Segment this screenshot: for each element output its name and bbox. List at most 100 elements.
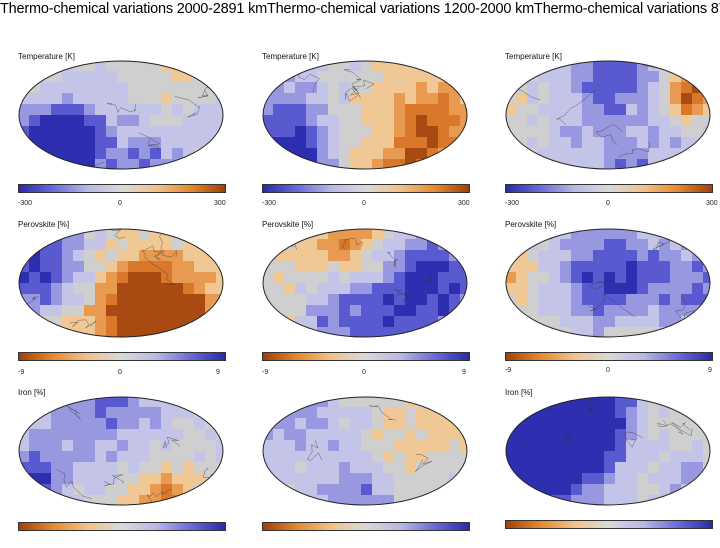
field-cell bbox=[19, 82, 30, 94]
field-cell bbox=[350, 429, 362, 441]
field-cell bbox=[516, 327, 528, 337]
field-cell bbox=[295, 440, 307, 452]
field-cell bbox=[659, 327, 671, 337]
field-cell bbox=[538, 305, 550, 317]
field-cell bbox=[183, 484, 195, 496]
field-cell bbox=[506, 495, 517, 505]
field-cell bbox=[582, 148, 594, 160]
field-cell bbox=[648, 429, 660, 441]
field-cell bbox=[306, 429, 318, 441]
field-cell bbox=[648, 283, 660, 295]
field-cell bbox=[51, 397, 63, 408]
field-cell bbox=[692, 239, 704, 251]
field-cell bbox=[637, 462, 649, 474]
field-cell bbox=[161, 294, 173, 306]
field-cell bbox=[172, 407, 184, 419]
field-cell bbox=[626, 473, 638, 485]
field-cell bbox=[62, 104, 74, 116]
field-cell bbox=[73, 104, 85, 116]
field-cell bbox=[670, 261, 682, 273]
field-cell bbox=[549, 261, 561, 273]
field-cell bbox=[648, 462, 660, 474]
field-cell bbox=[117, 451, 129, 463]
field-cell bbox=[449, 104, 461, 116]
field-cell bbox=[659, 159, 671, 169]
field-cell bbox=[216, 61, 223, 72]
field-cell bbox=[506, 239, 517, 251]
field-cell bbox=[317, 316, 329, 328]
field-cell bbox=[681, 272, 693, 284]
field-cell bbox=[438, 137, 450, 149]
field-cell bbox=[648, 137, 660, 149]
field-cell bbox=[306, 148, 318, 160]
field-cell bbox=[29, 418, 41, 430]
field-cell bbox=[692, 229, 704, 240]
field-cell bbox=[128, 327, 140, 337]
field-cell bbox=[506, 115, 517, 127]
field-cell bbox=[648, 484, 660, 496]
field-cell bbox=[62, 71, 74, 83]
field-cell bbox=[150, 418, 162, 430]
field-cell bbox=[615, 239, 627, 251]
field-cell bbox=[604, 159, 616, 169]
field-cell bbox=[427, 397, 439, 408]
field-cell bbox=[339, 104, 351, 116]
field-cell bbox=[62, 294, 74, 306]
coastline bbox=[654, 229, 693, 236]
field-cell bbox=[194, 261, 206, 273]
field-cell bbox=[527, 61, 539, 72]
field-cell bbox=[339, 305, 351, 317]
field-cell bbox=[128, 93, 140, 105]
field-cell bbox=[295, 418, 307, 430]
field-cell bbox=[438, 229, 450, 240]
field-cell bbox=[506, 451, 517, 463]
field-cell bbox=[183, 407, 195, 419]
field-cell bbox=[394, 327, 406, 337]
field-cell bbox=[194, 250, 206, 262]
field-cell bbox=[648, 115, 660, 127]
tick-zero: 0 bbox=[362, 200, 366, 207]
field-cell bbox=[95, 261, 107, 273]
field-cell bbox=[172, 440, 184, 452]
field-cell bbox=[128, 126, 140, 138]
field-cell bbox=[372, 104, 384, 116]
field-cell bbox=[604, 126, 616, 138]
field-cell bbox=[263, 229, 274, 240]
field-cell bbox=[549, 407, 561, 419]
field-cell bbox=[339, 283, 351, 295]
field-cell bbox=[372, 93, 384, 105]
panel-perovskite-870-1200: Perovskite [%] bbox=[505, 220, 720, 380]
field-cell bbox=[139, 229, 151, 240]
field-cell bbox=[383, 126, 395, 138]
field-cell bbox=[161, 71, 173, 83]
colorbar-iron bbox=[262, 522, 470, 531]
field-cell bbox=[273, 283, 285, 295]
field-cell bbox=[361, 126, 373, 138]
field-cell bbox=[549, 418, 561, 430]
field-cell bbox=[216, 418, 223, 430]
coastline bbox=[346, 86, 360, 102]
field-cell bbox=[263, 495, 274, 505]
field-cell bbox=[150, 462, 162, 474]
field-cell bbox=[73, 484, 85, 496]
field-cell bbox=[139, 250, 151, 262]
field-cell bbox=[350, 418, 362, 430]
field-cell bbox=[339, 159, 351, 169]
field-cell bbox=[593, 71, 605, 83]
field-cell bbox=[703, 250, 710, 262]
field-cell bbox=[128, 104, 140, 116]
field-cell bbox=[263, 159, 274, 169]
field-cell bbox=[139, 305, 151, 317]
field-cell bbox=[306, 71, 318, 83]
field-cell bbox=[516, 283, 528, 295]
field-cell bbox=[604, 148, 616, 160]
field-cell bbox=[295, 239, 307, 251]
field-cell bbox=[670, 159, 682, 169]
field-cell bbox=[703, 451, 710, 463]
field-cell bbox=[194, 451, 206, 463]
field-cell bbox=[139, 407, 151, 419]
field-cell bbox=[306, 82, 318, 94]
field-cell bbox=[183, 239, 195, 251]
field-cell bbox=[516, 104, 528, 116]
field-cell bbox=[263, 327, 274, 337]
